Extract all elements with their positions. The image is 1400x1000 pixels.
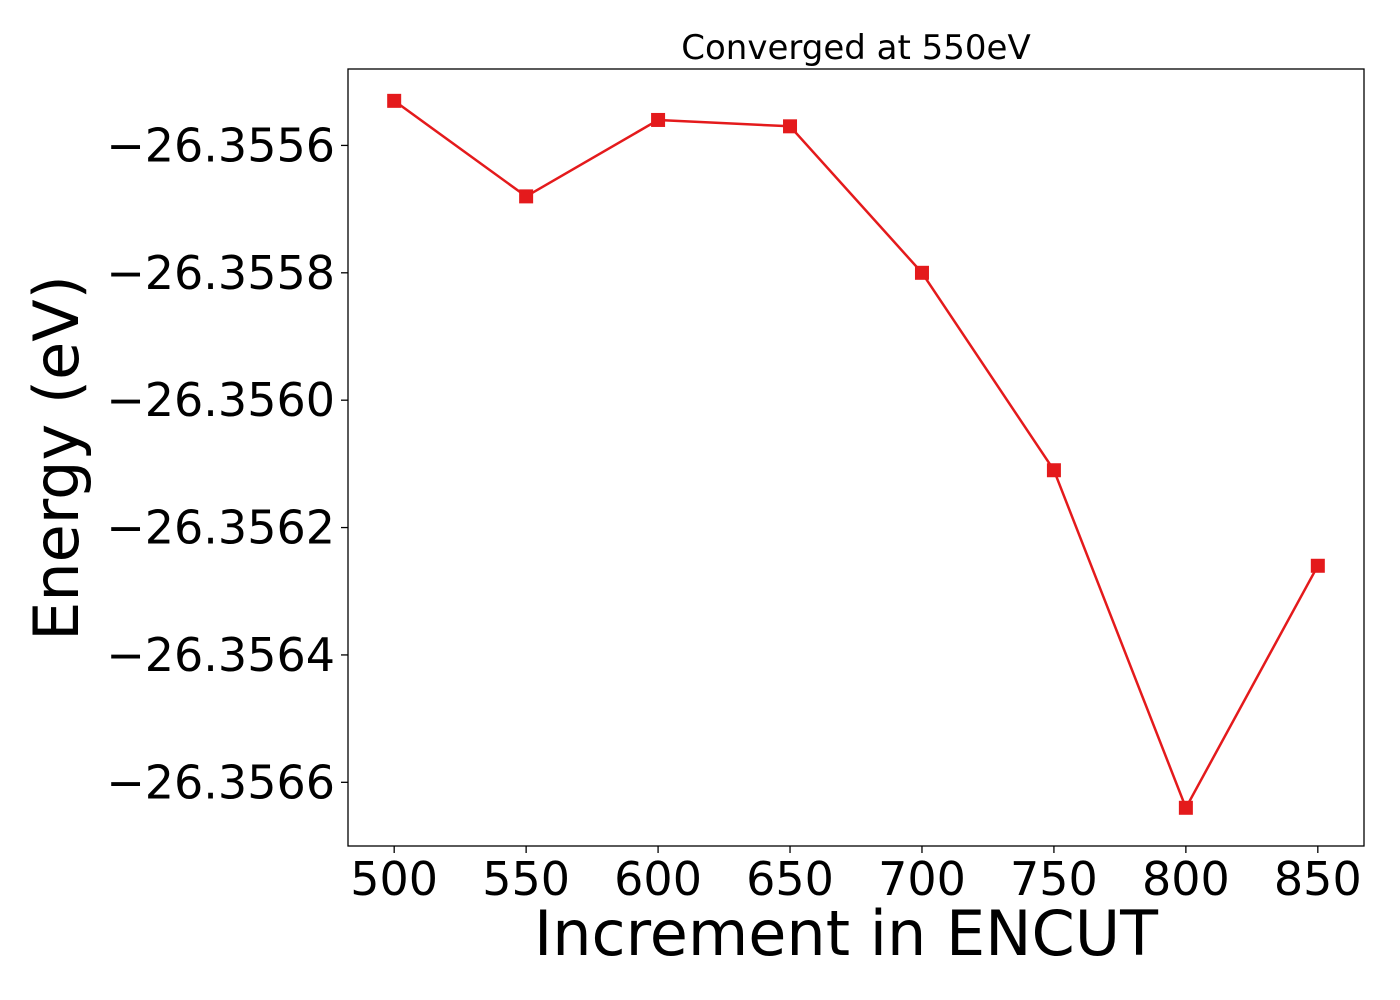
y-tick-label: −26.3564 [106, 628, 335, 682]
x-tick-label: 550 [482, 852, 570, 906]
x-tick-label: 750 [1010, 852, 1098, 906]
y-axis: −26.3556 −26.3558 −26.3560 −26.3562 −26.3564… [106, 118, 348, 809]
y-tick-label: −26.3558 [106, 246, 335, 300]
data-point [1310, 558, 1325, 573]
data-point [1046, 463, 1061, 478]
x-tick-label: 650 [746, 852, 834, 906]
chart-title: Converged at 550eV [681, 28, 1030, 68]
plot-area [387, 93, 1325, 815]
x-tick-label: 600 [614, 852, 702, 906]
data-point [519, 189, 534, 204]
data-point [651, 112, 666, 127]
y-tick-label: −26.3560 [106, 373, 335, 427]
x-tick-label: 700 [878, 852, 966, 906]
y-tick-label: −26.3566 [106, 755, 335, 809]
data-point [914, 265, 929, 280]
x-tick-label: 850 [1274, 852, 1362, 906]
plot-frame [347, 68, 1365, 847]
data-point [1178, 800, 1193, 815]
x-tick-label: 800 [1142, 852, 1230, 906]
data-point [387, 93, 402, 108]
y-tick-label: −26.3556 [106, 118, 335, 172]
x-tick-label: 500 [350, 852, 438, 906]
series-line [393, 99, 1319, 810]
data-point [783, 119, 798, 134]
x-axis-title: Increment in ENCUT [534, 897, 1159, 970]
y-axis-title: Energy (eV) [20, 275, 93, 641]
y-tick-label: −26.3562 [106, 501, 335, 555]
x-axis: 500 550 600 650 700 750 800 850 [350, 846, 1362, 906]
